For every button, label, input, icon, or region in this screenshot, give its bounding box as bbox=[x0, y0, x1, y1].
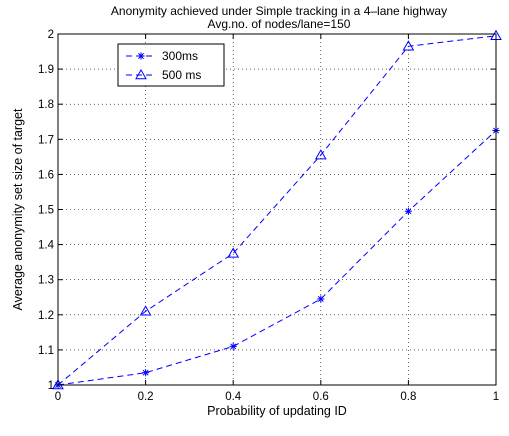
chart-subtitle: Avg.no. of nodes/lane=150 bbox=[208, 17, 351, 31]
legend-label: 300ms bbox=[162, 49, 198, 63]
x-tick-label: 0.6 bbox=[313, 391, 329, 403]
axis-ticks: 0 0.2 0.4 0.6 0.8 1 1 1.1 1.2 1.3 1.4 1.5 1.6 1.7 1.8 1… bbox=[38, 29, 499, 403]
y-axis-label: Average anonymity set size of target bbox=[11, 108, 25, 310]
x-tick-label: 0.4 bbox=[225, 391, 242, 403]
y-tick-label: 1.9 bbox=[38, 64, 54, 76]
data-point bbox=[405, 208, 412, 215]
grid-lines bbox=[58, 34, 496, 385]
legend-label: 500 ms bbox=[162, 68, 201, 82]
chart-title: Anonymity achieved under Simple tracking… bbox=[111, 4, 447, 18]
data-point bbox=[142, 369, 149, 376]
y-tick-label: 1.6 bbox=[38, 169, 54, 181]
data-point bbox=[317, 295, 324, 302]
y-tick-label: 1.1 bbox=[38, 345, 54, 357]
y-tick-label: 1.5 bbox=[38, 205, 54, 217]
y-tick-label: 2 bbox=[48, 29, 54, 41]
y-tick-label: 1.8 bbox=[38, 99, 54, 111]
y-tick-label: 1.7 bbox=[38, 134, 54, 146]
y-tick-label: 1.2 bbox=[38, 310, 54, 322]
y-tick-label: 1 bbox=[48, 380, 54, 392]
legend-marker bbox=[137, 52, 144, 59]
x-tick-label: 0.8 bbox=[400, 391, 416, 403]
series-1 bbox=[54, 127, 499, 389]
series-line bbox=[58, 131, 496, 385]
y-tick-label: 1.3 bbox=[38, 275, 54, 287]
series-line bbox=[58, 36, 496, 385]
x-tick-label: 0 bbox=[55, 391, 61, 403]
x-tick-label: 0.2 bbox=[138, 391, 154, 403]
legend: 300ms 500 ms bbox=[118, 44, 224, 86]
data-point bbox=[230, 343, 237, 350]
x-axis-label: Probability of updating ID bbox=[207, 404, 347, 418]
x-tick-label: 1 bbox=[493, 391, 499, 403]
y-tick-label: 1.4 bbox=[38, 240, 55, 252]
